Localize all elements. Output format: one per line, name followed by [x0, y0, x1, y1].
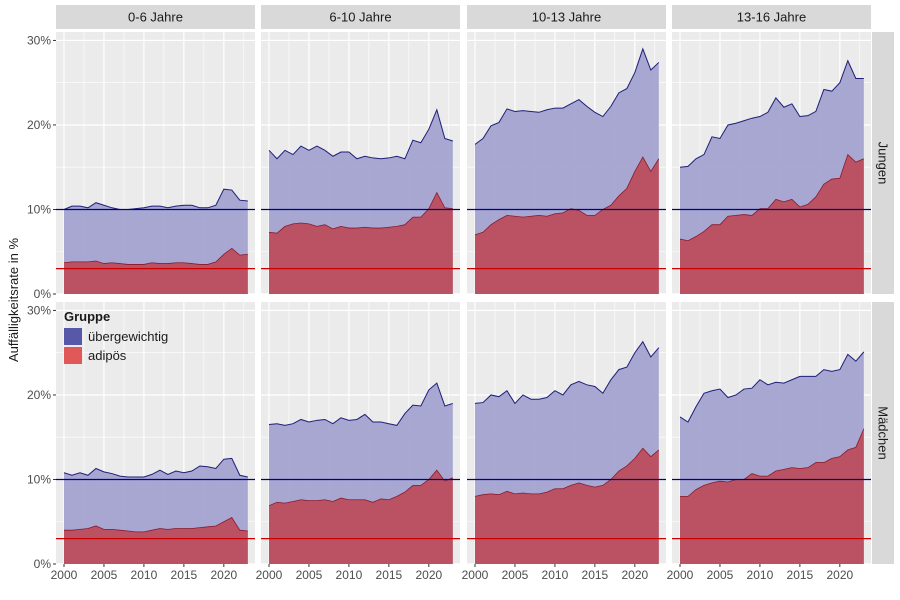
strip-background	[261, 5, 460, 29]
x-tick-label: 2020	[621, 568, 648, 582]
line-uebergewichtig	[679, 351, 865, 423]
y-tick-label: 10%	[27, 472, 51, 486]
legend-label: adipös	[88, 348, 127, 363]
area-adipoes	[474, 448, 659, 564]
y-tick-label: 0%	[34, 287, 52, 301]
strip-background	[467, 5, 666, 29]
strip-label: Mädchen	[876, 406, 891, 459]
x-tick-label: 2015	[376, 568, 403, 582]
y-tick-label: 30%	[27, 303, 51, 317]
legend: Gruppe übergewichtig adipös	[64, 309, 168, 364]
x-tick-label: 2000	[462, 568, 489, 582]
x-tick-label: 2015	[787, 568, 814, 582]
x-tick-label: 2015	[582, 568, 609, 582]
x-tick-label: 2000	[667, 568, 694, 582]
area-adipoes	[474, 157, 659, 294]
panel-r0-c2	[467, 32, 666, 295]
line-adipoes	[268, 469, 453, 507]
line-adipoes	[679, 153, 864, 242]
line-adipoes	[268, 191, 453, 234]
panel-r1-c1	[261, 302, 460, 565]
strip-background	[872, 302, 894, 564]
facet-strip-col-0: 0-6 Jahre	[56, 5, 255, 29]
y-tick-label: 20%	[27, 388, 51, 402]
line-adipoes	[679, 428, 865, 497]
x-tick-label: 2005	[91, 568, 118, 582]
y-axis-title: Auffälligkeitsrate in %	[6, 238, 21, 362]
line-uebergewichtig	[268, 108, 453, 160]
y-tick-label: 30%	[27, 33, 51, 47]
panel-r1-c3	[672, 302, 871, 565]
facet-strip-row-0: Jungen	[872, 32, 894, 294]
line-uebergewichtig	[268, 382, 453, 426]
y-tick-label: 10%	[27, 202, 51, 216]
line-uebergewichtig	[63, 188, 248, 210]
line-uebergewichtig	[474, 340, 660, 405]
strip-label: Jungen	[876, 142, 891, 185]
strip-background	[56, 5, 255, 29]
x-tick-label: 2000	[256, 568, 283, 582]
legend-swatch	[64, 347, 82, 364]
facet-strip-col-3: 13-16 Jahre	[672, 5, 871, 29]
legend-title: Gruppe	[64, 309, 110, 324]
x-tick-label: 2015	[171, 568, 198, 582]
line-adipoes	[63, 516, 248, 533]
line-uebergewichtig	[474, 47, 660, 145]
panel-r1-c0	[56, 302, 255, 565]
panel-r0-c0	[56, 32, 255, 295]
x-tick-label: 2010	[131, 568, 158, 582]
x-tick-label: 2000	[51, 568, 78, 582]
strips-layer: 0-6 Jahre 6-10 Jahre 10-13 Jahre 13-16 Jahr…	[56, 5, 894, 564]
strip-label: 6-10 Jahre	[329, 10, 391, 25]
x-tick-label: 2020	[826, 568, 853, 582]
strip-background	[872, 32, 894, 294]
x-tick-label: 2005	[707, 568, 734, 582]
line-adipoes	[63, 247, 248, 265]
x-tick-label: 2005	[502, 568, 529, 582]
line-uebergewichtig	[63, 457, 248, 478]
x-tick-label: 2010	[542, 568, 569, 582]
panel-r0-c3	[672, 32, 871, 295]
legend-swatch	[64, 328, 82, 345]
area-adipoes	[63, 248, 248, 294]
line-adipoes	[474, 447, 660, 497]
strip-background	[672, 5, 871, 29]
x-tick-label: 2020	[415, 568, 442, 582]
y-tick-label: 20%	[27, 118, 51, 132]
legend-label: übergewichtig	[88, 329, 168, 344]
strip-label: 13-16 Jahre	[737, 10, 806, 25]
strip-label: 0-6 Jahre	[128, 10, 183, 25]
y-tick-label: 0%	[34, 557, 52, 571]
x-tick-label: 2020	[210, 568, 237, 582]
panel-r1-c2	[467, 302, 666, 565]
x-tick-label: 2010	[747, 568, 774, 582]
facet-strip-row-1: Mädchen	[872, 302, 894, 564]
panel-r0-c1	[261, 32, 460, 295]
area-adipoes	[63, 517, 248, 564]
area-adipoes	[679, 154, 864, 294]
x-tick-label: 2005	[296, 568, 323, 582]
line-uebergewichtig	[679, 59, 864, 168]
panels-layer	[56, 32, 871, 565]
facet-strip-col-2: 10-13 Jahre	[467, 5, 666, 29]
strip-label: 10-13 Jahre	[532, 10, 601, 25]
x-tick-label: 2010	[336, 568, 363, 582]
area-adipoes	[268, 470, 453, 564]
facet-strip-col-1: 6-10 Jahre	[261, 5, 460, 29]
axes-layer: 0% 10% 20% 30% 2000 2005 2010 2015 2020 0% 10% 20% 3…	[27, 33, 854, 582]
line-adipoes	[474, 156, 660, 236]
